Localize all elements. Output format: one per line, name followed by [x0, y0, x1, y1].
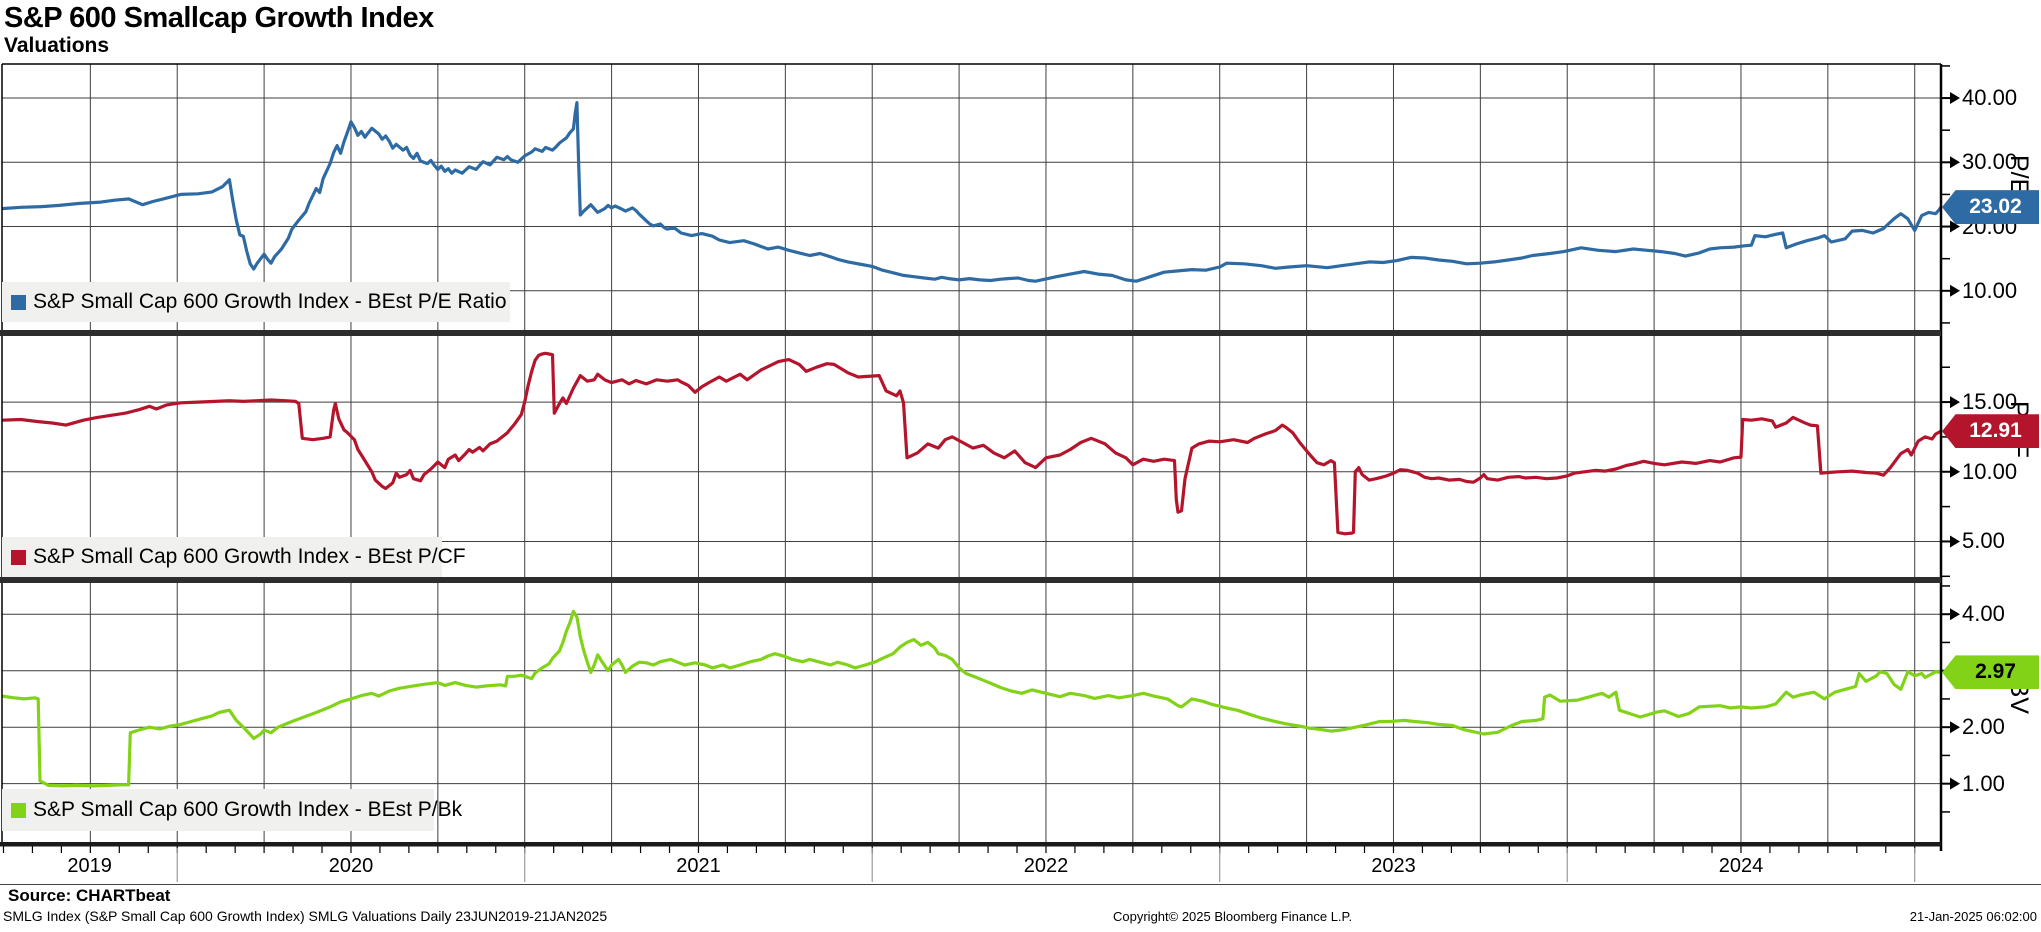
source-label: Source: CHARTbeat	[8, 886, 171, 905]
copyright-label: Copyright© 2025 Bloomberg Finance L.P.	[1113, 909, 1353, 924]
y-tick-label: 30.00	[1962, 149, 2018, 175]
year-label-2023: 2023	[1371, 855, 1416, 877]
y-tick-label: 1.00	[1962, 770, 2005, 796]
panel-P/BV	[2, 582, 1960, 843]
last-value-pe: 23.02	[1969, 195, 2022, 219]
y-tick-label: 5.00	[1962, 528, 2005, 554]
legend-pe: S&P Small Cap 600 Growth Index - BEst P/…	[2, 282, 510, 322]
year-label-2024: 2024	[1718, 855, 1764, 877]
y-tick-label: 10.00	[1962, 277, 2018, 303]
legend-pbk: S&P Small Cap 600 Growth Index - BEst P/…	[2, 789, 462, 831]
last-value-tag-pbk: 2.97	[1942, 655, 2039, 690]
legend-swatch-pcf-icon	[11, 549, 26, 565]
axis-title-pe: P/E	[2005, 155, 2033, 196]
page-title: S&P 600 Smallcap Growth Index	[4, 2, 434, 34]
year-label-2021: 2021	[676, 855, 721, 877]
last-value-pcf: 12.91	[1969, 419, 2022, 443]
legend-swatch-pbk-icon	[11, 802, 26, 818]
timestamp-label: 21-Jan-2025 06:02:00	[1909, 909, 2037, 924]
year-label-2022: 2022	[1023, 855, 1069, 877]
last-value-tag-pe: 23.02	[1942, 190, 2039, 225]
last-value-pbk: 2.97	[1975, 660, 2016, 684]
year-label-2019: 2019	[67, 855, 112, 877]
series-line-P/CF	[2, 351, 1941, 536]
y-tick-label: 2.00	[1962, 714, 2005, 740]
page-subtitle: Valuations	[4, 34, 110, 57]
legend-label-pe: S&P Small Cap 600 Growth Index - BEst P/…	[33, 290, 507, 313]
legend-pcf: S&P Small Cap 600 Growth Index - BEst P/…	[2, 537, 466, 577]
series-line-P/E	[2, 100, 1941, 283]
legend-swatch-pe-icon	[11, 294, 26, 310]
panel-P/E	[2, 64, 1960, 330]
legend-label-pbk: S&P Small Cap 600 Growth Index - BEst P/…	[33, 798, 463, 821]
y-tick-label: 15.00	[1962, 389, 2018, 415]
y-tick-label: 4.00	[1962, 601, 2005, 627]
y-tick-label: 40.00	[1962, 85, 2018, 111]
last-value-tag-pcf: 12.91	[1942, 414, 2039, 449]
legend-label-pcf: S&P Small Cap 600 Growth Index - BEst P/…	[33, 545, 466, 568]
year-label-2020: 2020	[328, 855, 374, 877]
series-line-P/BV	[2, 609, 1941, 788]
y-tick-label: 10.00	[1962, 458, 2018, 484]
footer-description: SMLG Index (S&P Small Cap 600 Growth Ind…	[3, 908, 608, 924]
